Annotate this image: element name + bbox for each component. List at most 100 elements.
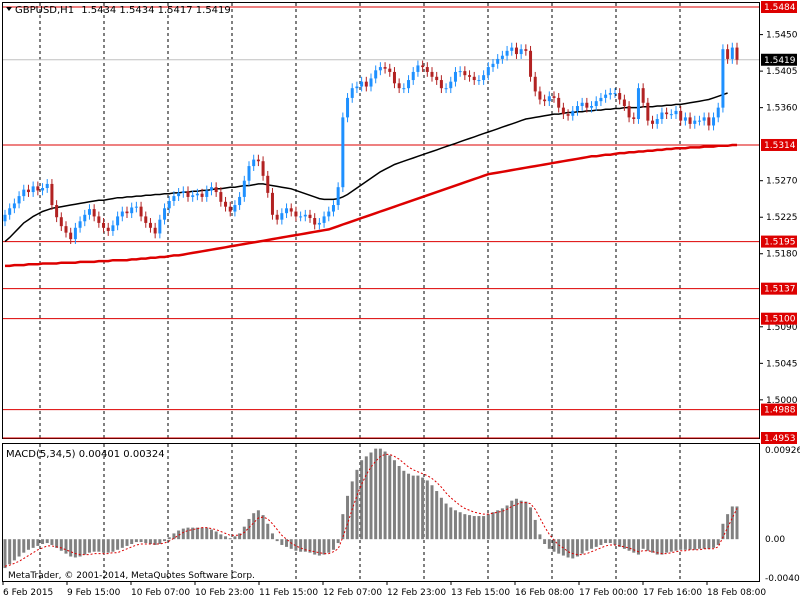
candle-body (350, 88, 354, 98)
macd-bar (585, 539, 589, 551)
candle-body (261, 161, 265, 176)
macd-bar (735, 506, 739, 540)
candle-body (270, 192, 274, 215)
macd-bar (294, 539, 298, 551)
macd-bar (482, 516, 486, 540)
macd-bar (346, 495, 350, 540)
candle-body (510, 47, 514, 51)
time-tick-label: 17 Feb 00:00 (579, 588, 638, 598)
candle-body (458, 71, 462, 73)
copyright-text: MetaTrader, © 2001-2014, MetaQuotes Soft… (8, 571, 255, 581)
candle-body (547, 96, 551, 102)
macd-bar (275, 539, 279, 542)
candle-body (655, 119, 659, 124)
candle-body (651, 120, 655, 124)
candle-body (289, 208, 293, 212)
candle-body (360, 81, 364, 87)
candle-body (87, 209, 91, 215)
macd-bar (665, 539, 669, 553)
candle-body (397, 83, 401, 89)
candle-body (641, 88, 645, 103)
candle-body (411, 71, 415, 81)
candle-body (557, 97, 561, 108)
macd-bar (148, 539, 152, 545)
candle-body (78, 221, 82, 228)
macd-bar (618, 539, 622, 547)
macd-bar (130, 539, 134, 545)
macd-bar (604, 539, 608, 544)
macd-bar (608, 539, 612, 544)
candle-body (346, 97, 350, 118)
macd-bar (702, 539, 706, 549)
candle-body (463, 71, 467, 76)
level-tag (761, 403, 797, 416)
macd-bar (716, 539, 720, 545)
macd-bar (247, 518, 251, 540)
signal-line (4, 453, 738, 567)
candle-body (388, 68, 392, 72)
candle-body (22, 189, 26, 197)
candle-body (519, 49, 523, 55)
candle-body (69, 232, 73, 240)
macd-bar (285, 539, 289, 547)
time-tick-label: 6 Feb 2015 (3, 588, 53, 598)
macd-bar (364, 456, 368, 540)
candle-body (580, 102, 584, 107)
candle-body (604, 94, 608, 98)
level-tag (761, 138, 797, 151)
macd-bar (402, 470, 406, 540)
macd-bar (439, 497, 443, 540)
macd-bar (571, 539, 575, 559)
candle-body (407, 80, 411, 89)
candle-body (730, 47, 734, 59)
candle-body (275, 214, 279, 220)
candlesticks (3, 42, 739, 245)
price-axis: 1.5450 1.5405 1.5360 1.5270 1.5225 1.5180 1.50… (759, 1, 800, 584)
candle-body (716, 107, 720, 118)
candle-body (674, 110, 678, 115)
candle-body (355, 86, 359, 89)
macd-bar (36, 539, 40, 546)
macd-bar (425, 480, 429, 540)
chart-menu-triangle-icon[interactable] (6, 7, 12, 11)
macd-bar (299, 539, 303, 552)
macd-bar (627, 539, 631, 551)
candle-body (491, 63, 495, 68)
candle-body (435, 76, 439, 81)
candle-body (533, 76, 537, 92)
time-tick-label: 12 Feb 07:00 (323, 588, 382, 598)
price-pane[interactable] (2, 2, 760, 439)
candle-body (430, 71, 434, 77)
candle-body (665, 112, 669, 115)
macd-bar (599, 539, 603, 545)
macd-bar (214, 531, 218, 540)
macd-bar (383, 451, 387, 540)
candle-body (214, 187, 218, 193)
macd-bar (697, 539, 701, 549)
candle-body (73, 227, 77, 240)
candle-body (693, 120, 697, 124)
candle-body (12, 203, 16, 209)
candle-body (55, 205, 59, 218)
candle-body (575, 106, 579, 111)
candle-body (148, 222, 152, 228)
time-axis: 6 Feb 2015 9 Feb 15:00 10 Feb 07:00 10 Feb … (2, 581, 766, 598)
candle-body (594, 101, 598, 107)
candle-body (364, 81, 368, 87)
macd-bar (120, 539, 124, 548)
candle-body (163, 208, 167, 220)
macd-bar (632, 539, 636, 553)
macd-bar (78, 539, 82, 557)
candle-body (167, 200, 171, 209)
candle-body (186, 191, 190, 197)
macd-bar (205, 527, 209, 540)
macd-bar (134, 539, 138, 543)
candle-body (177, 192, 181, 197)
candle-body (200, 193, 204, 197)
price-tick-label: 1.5180 (766, 250, 798, 260)
candle-body (64, 226, 68, 233)
macd-bar (453, 510, 457, 540)
ma-fast-line (4, 92, 728, 243)
fast-moving-average (4, 92, 728, 243)
